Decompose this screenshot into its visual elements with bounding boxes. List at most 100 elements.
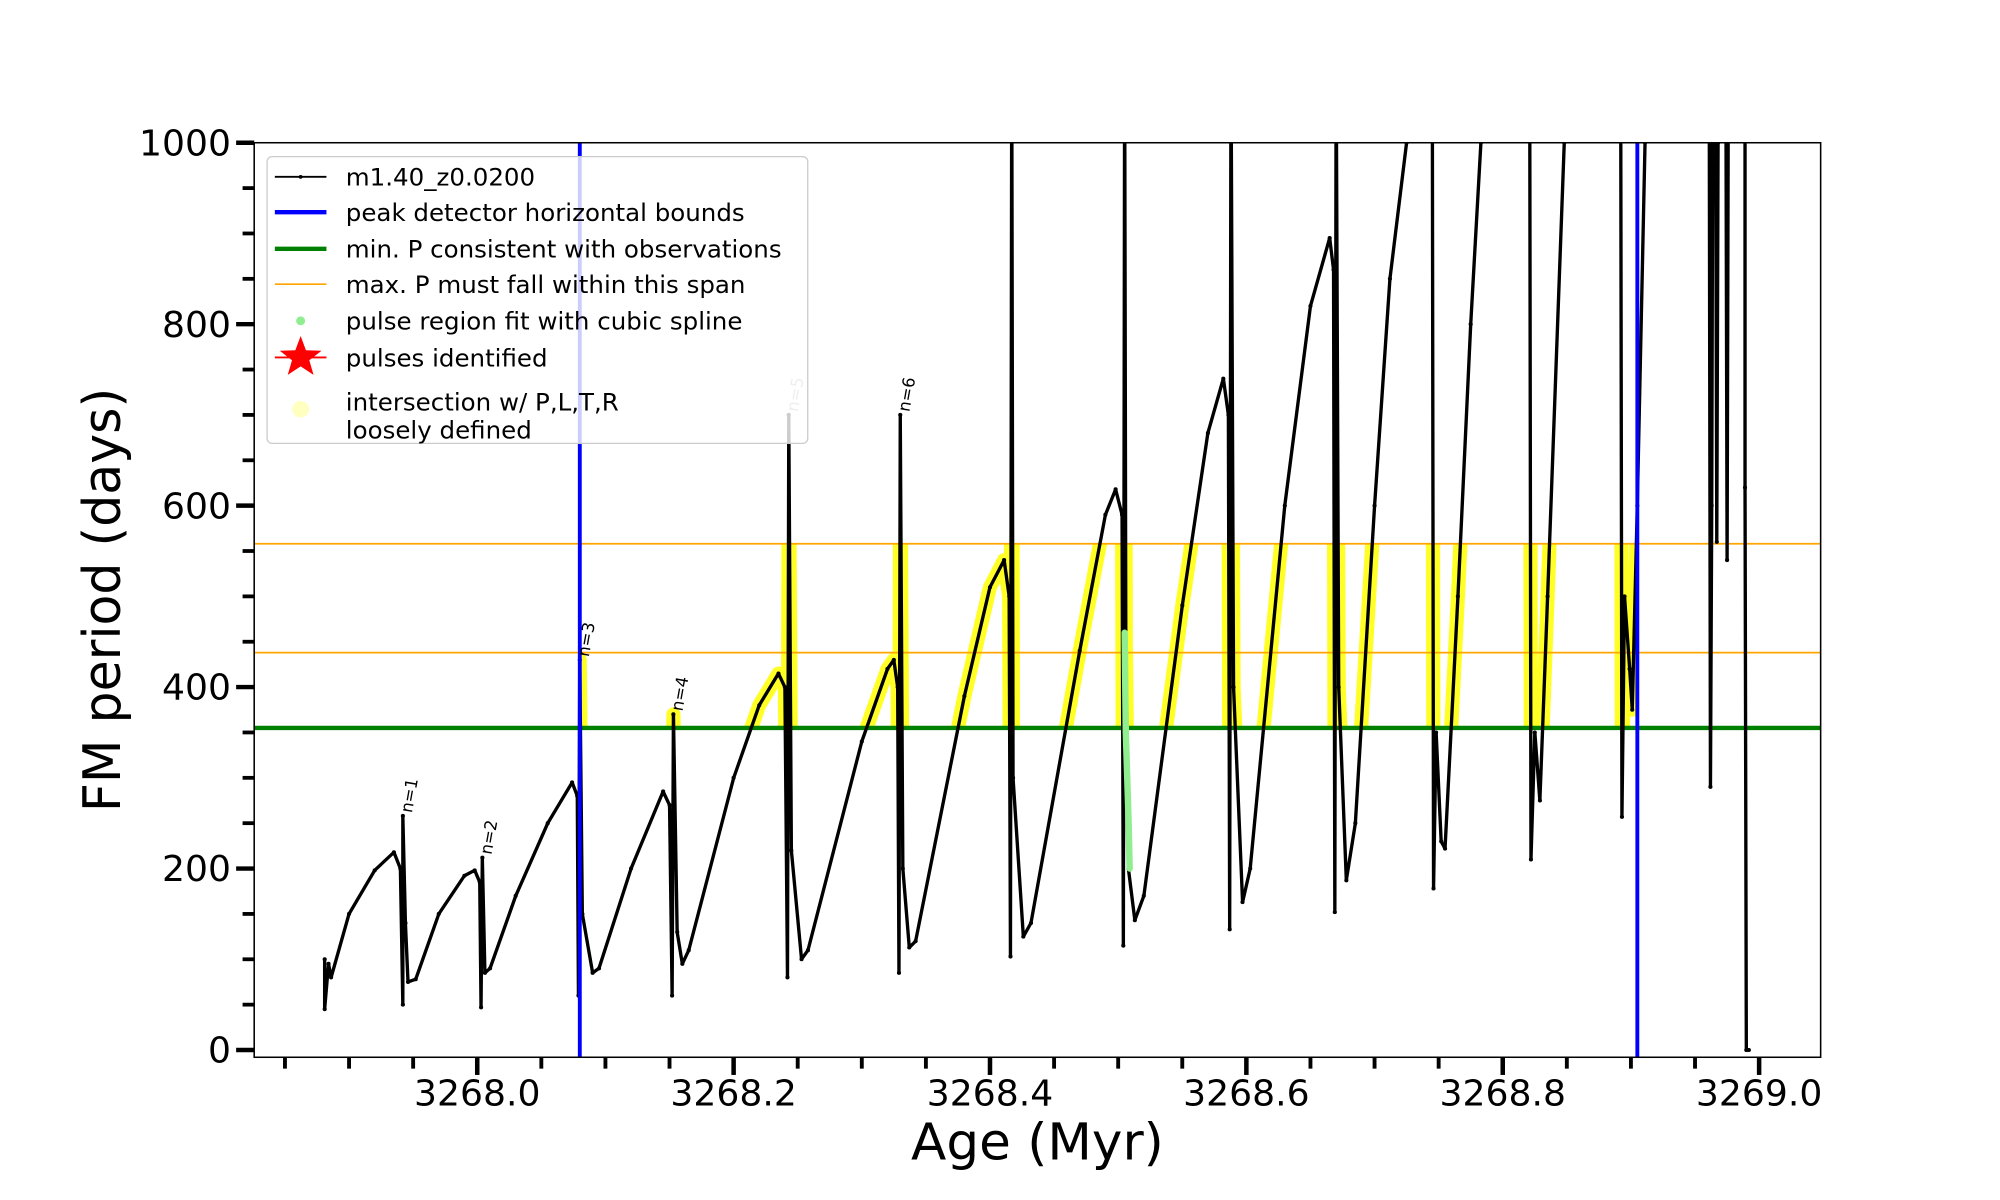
data-point <box>1630 707 1635 712</box>
spline-fit-curve <box>1121 629 1133 872</box>
data-point <box>1141 893 1146 898</box>
data-point <box>1077 648 1082 653</box>
axes-frame <box>253 141 1822 1059</box>
legend-label: m1.40_z0.0200 <box>346 163 535 192</box>
data-point <box>661 789 666 794</box>
data-point <box>1331 267 1336 272</box>
data-point <box>1021 934 1026 939</box>
data-point <box>436 911 441 916</box>
data-point <box>1742 485 1748 490</box>
y-axis: 0 200 400 600 800 1000 <box>139 124 255 1072</box>
data-point <box>898 412 903 417</box>
star-icon <box>279 336 322 375</box>
data-point <box>405 979 411 984</box>
data-point <box>329 975 334 980</box>
data-point <box>1226 412 1231 417</box>
y-axis-label: FM period (days) <box>74 388 134 812</box>
data-point <box>391 850 396 855</box>
data-point <box>907 945 912 950</box>
x-tick-label: 3268.2 <box>670 1074 796 1115</box>
data-point <box>675 930 680 935</box>
data-point <box>1708 784 1713 789</box>
data-point <box>891 657 896 662</box>
x-tick-label: 3268.8 <box>1440 1074 1566 1115</box>
data-point <box>782 685 787 690</box>
legend-label: peak detector horizontal bounds <box>346 198 745 227</box>
data-point <box>1537 798 1542 803</box>
legend-item: min. P consistent with observations <box>274 235 782 264</box>
data-point <box>913 939 918 944</box>
legend-item: max. P must fall within this span <box>274 270 746 299</box>
data-point <box>545 821 550 826</box>
data-point <box>1205 431 1210 436</box>
y-tick-label: 400 <box>162 668 231 709</box>
data-point <box>1344 878 1349 883</box>
data-point <box>1221 376 1226 381</box>
data-point <box>1336 685 1341 690</box>
data-point <box>680 961 685 966</box>
data-point <box>1387 276 1392 281</box>
data-point <box>398 866 403 871</box>
data-point <box>629 866 634 871</box>
data-point <box>403 920 408 926</box>
data-point <box>1240 900 1245 905</box>
data-point <box>900 866 905 871</box>
data-point <box>590 970 595 975</box>
data-point <box>1002 558 1007 563</box>
data-point <box>1532 730 1537 735</box>
data-point <box>667 803 672 808</box>
data-point <box>1627 666 1632 671</box>
data-point <box>859 739 864 744</box>
y-tick-label: 200 <box>162 850 231 891</box>
data-point <box>1622 594 1627 599</box>
data-point <box>785 975 790 980</box>
data-point <box>1439 839 1444 844</box>
data-point <box>372 868 377 873</box>
data-point <box>670 993 675 998</box>
data-point <box>896 970 902 975</box>
legend-label: intersection w/ P,L,T,R <box>346 388 619 417</box>
data-point <box>1442 846 1448 851</box>
data-point <box>400 1002 405 1007</box>
data-point <box>326 961 331 966</box>
x-tick-label: 3268.4 <box>927 1074 1053 1115</box>
data-point <box>479 1005 484 1010</box>
data-point <box>1103 512 1108 517</box>
data-point <box>487 966 493 971</box>
data-point <box>1327 235 1332 241</box>
data-point <box>1121 943 1126 948</box>
data-point <box>346 911 352 916</box>
data-point <box>1282 503 1287 508</box>
x-tick-label: 3268.0 <box>414 1074 540 1115</box>
data-point <box>1746 1047 1751 1053</box>
model-curve <box>322 142 1749 1052</box>
data-point <box>596 966 602 971</box>
plot-area: n=1n=2n=3n=4n=5n=6 <box>254 142 1821 1058</box>
data-point <box>513 893 518 898</box>
pulse-label: n=2 <box>476 819 501 856</box>
legend-item: pulses identified <box>274 336 548 375</box>
data-point <box>1028 920 1034 926</box>
data-point <box>400 813 405 818</box>
legend-item: peak detector horizontal bounds <box>274 198 745 227</box>
data-point <box>731 775 736 780</box>
legend-item: m1.40_z0.0200 <box>274 163 535 192</box>
data-point <box>1113 487 1118 492</box>
data-point <box>1308 304 1313 309</box>
pulse-label: n=4 <box>667 675 692 712</box>
data-point <box>671 712 676 717</box>
legend-label: max. P must fall within this span <box>346 270 746 299</box>
data-point <box>1248 866 1253 871</box>
data-point <box>1714 539 1719 544</box>
data-point <box>1010 775 1016 780</box>
data-point <box>1132 918 1137 923</box>
legend-dot-icon <box>292 401 310 418</box>
data-point <box>757 703 762 708</box>
x-axis-label: Age (Myr) <box>911 1114 1164 1172</box>
data-point <box>1353 821 1358 826</box>
legend-marker-icon <box>298 174 303 179</box>
x-tick-label: 3269.0 <box>1696 1074 1822 1115</box>
data-point <box>686 948 691 953</box>
